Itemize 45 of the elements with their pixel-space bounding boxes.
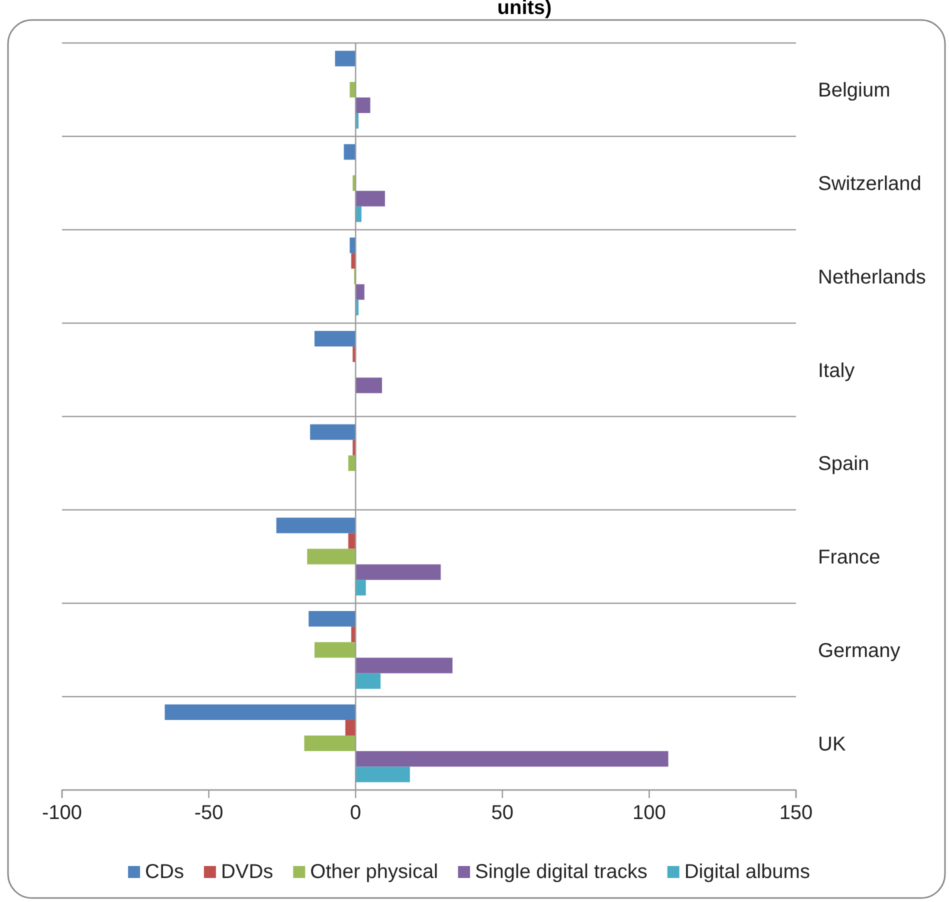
y-tick-label: Switzerland [818,173,922,196]
y-tick-label: UK [818,733,846,756]
bar [356,580,366,596]
bar [356,564,441,580]
y-tick-label: Belgium [818,80,890,102]
y-tick-label: France [818,546,880,569]
x-tick-label: -100 [42,802,82,824]
legend-label: Other physical [310,861,438,883]
bar [350,238,356,254]
bar [356,658,452,674]
y-tick-label: Germany [818,640,900,662]
bar [356,673,381,689]
bar [350,82,356,98]
y-tick-label: Italy [818,360,855,382]
y-tick-label: Spain [818,453,870,476]
legend-label: Digital albums [684,861,810,883]
bar [348,533,356,549]
bar [310,424,356,440]
x-tick-label: 150 [779,802,813,824]
legend-label: DVDs [220,861,274,883]
bar [307,548,356,564]
x-tick-label: -50 [194,802,224,824]
legend-label: Single digital tracks [475,861,648,883]
y-tick-label: Netherlands [818,266,926,288]
bar [314,642,356,658]
bar [345,720,356,736]
bar [356,190,385,206]
bar [356,378,382,394]
bar [356,751,668,767]
bar [308,611,356,627]
bar [304,736,356,752]
bar [351,626,356,642]
bar [314,330,356,346]
bar [335,50,356,66]
bar [351,253,356,269]
legend-label: CDs [145,861,184,883]
bar [356,284,364,300]
x-tick-label: 100 [632,802,666,824]
x-tick-label: 0 [350,802,362,824]
x-tick-label: 50 [491,802,514,824]
bar [164,704,356,720]
bar [276,518,356,534]
bar [356,97,370,114]
bar [356,766,410,782]
bar [344,144,356,160]
